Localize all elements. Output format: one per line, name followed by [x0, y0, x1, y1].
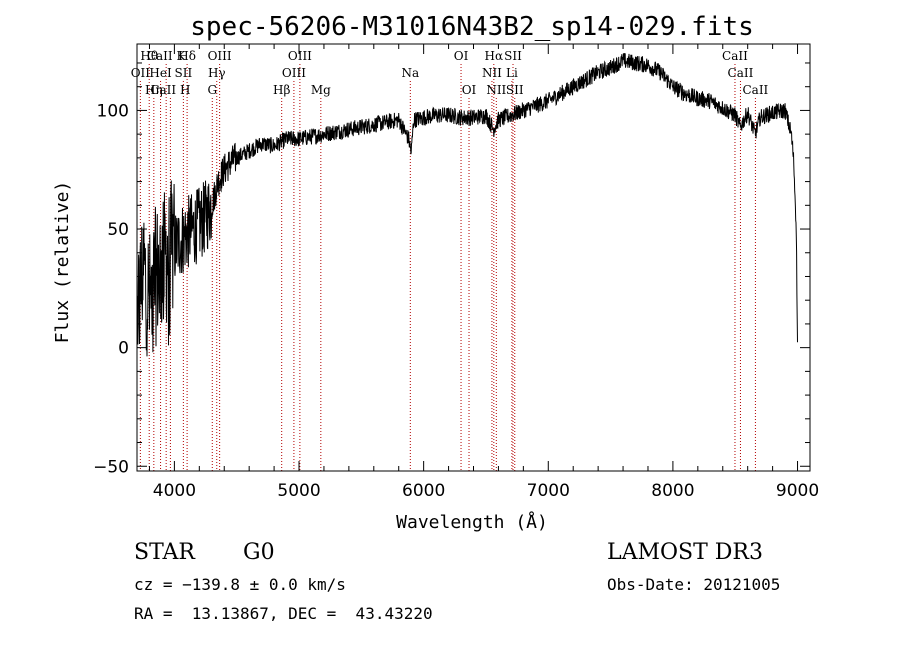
- spectral-line-label: OI: [462, 83, 477, 97]
- redshift-cz: cz = −139.8 ± 0.0 km/s: [134, 575, 346, 594]
- spectral-line-label: Mg: [311, 83, 331, 97]
- y-tick-label: −50: [93, 457, 129, 477]
- spectral-line-label: SII: [504, 49, 522, 63]
- spectrum-series: [137, 53, 798, 357]
- spectral-line-label: CaII H: [150, 83, 190, 97]
- spectral-line-label: OII: [131, 66, 151, 80]
- spectral-line-label: NII: [486, 83, 506, 97]
- spectral-line-label: HeI: [149, 66, 172, 80]
- spectral-line-label: CaII: [722, 49, 748, 63]
- spectral-line-label: OIII: [288, 49, 312, 63]
- spectral-line-label: NII: [482, 66, 502, 80]
- chart-title: spec-56206-M31016N43B2_sp14-029.fits: [190, 12, 754, 42]
- spectral-line-label: Hβ: [273, 83, 290, 97]
- object-class: STAR: [134, 540, 195, 565]
- spectral-line-label: Li: [506, 66, 518, 80]
- spectral-line-label: OIII: [208, 49, 232, 63]
- x-tick-label: 5000: [277, 481, 320, 501]
- spectral-line-label: SII: [506, 83, 524, 97]
- x-axis-label: Wavelength (Å): [396, 511, 548, 533]
- spectral-line-label: Na: [401, 66, 419, 80]
- y-tick-label: 0: [118, 339, 129, 359]
- y-tick-label: 50: [107, 220, 129, 240]
- x-tick-label: 7000: [527, 481, 570, 501]
- spectral-line-label: Hδ: [178, 49, 196, 63]
- spectral-line-label: Hγ: [208, 66, 226, 80]
- observation-date: Obs-Date: 20121005: [607, 575, 781, 594]
- x-tick-label: 4000: [153, 481, 196, 501]
- spectral-line-label: G: [207, 83, 217, 97]
- spectral-line-label: Hη: [145, 83, 163, 97]
- spectral-line-label: Hθ: [140, 49, 158, 63]
- survey-name: LAMOST DR3: [607, 540, 763, 565]
- spectrum-line: [137, 53, 798, 357]
- spectral-line-label: OIII: [282, 66, 306, 80]
- spectral-line-label: CaII: [742, 83, 768, 97]
- spectral-line-label: SII: [175, 66, 193, 80]
- axis-ticks: 4000 5000 6000 7000 8000 9000 −50 0 50 100: [93, 44, 819, 501]
- spectral-line-label: CaII K: [147, 49, 187, 63]
- x-tick-label: 9000: [776, 481, 819, 501]
- y-axis-label: Flux (relative): [52, 181, 73, 344]
- x-tick-label: 8000: [651, 481, 694, 501]
- spectral-line-label: Hα: [485, 49, 504, 63]
- coordinates: RA = 13.13867, DEC = 43.43220: [134, 604, 433, 623]
- spectral-line-label: OI: [454, 49, 469, 63]
- object-subclass: G0: [243, 540, 275, 565]
- spectral-line-label: CaII: [728, 66, 754, 80]
- y-tick-label: 100: [97, 101, 129, 121]
- x-tick-label: 6000: [402, 481, 445, 501]
